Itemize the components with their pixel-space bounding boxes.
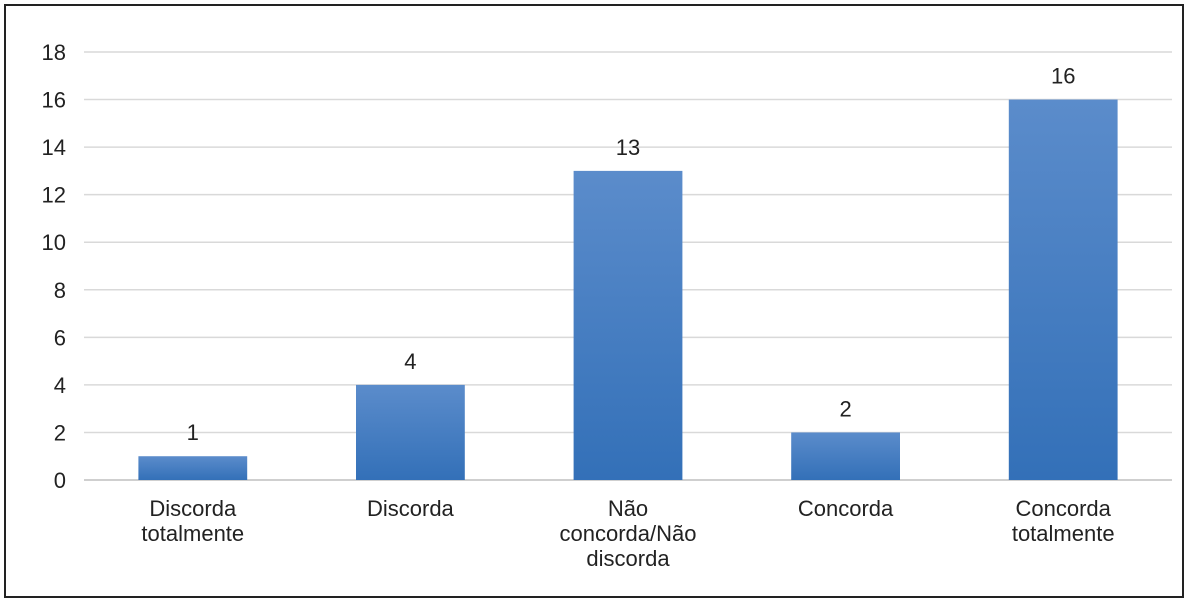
bar xyxy=(1008,99,1118,481)
bars xyxy=(138,99,1118,481)
y-tick-label: 10 xyxy=(42,230,66,255)
x-category-label: Discorda xyxy=(367,496,455,521)
bar xyxy=(573,170,683,480)
y-tick-label: 18 xyxy=(42,40,66,65)
x-category-label: Discorda totalmente xyxy=(141,496,244,546)
y-tick-label: 12 xyxy=(42,183,66,208)
y-tick-label: 6 xyxy=(54,325,66,350)
y-tick-label: 14 xyxy=(42,135,66,160)
data-label: 2 xyxy=(839,396,851,421)
data-label: 4 xyxy=(404,349,416,374)
bar xyxy=(791,432,900,480)
data-label: 13 xyxy=(616,135,640,160)
x-category-label: Concorda xyxy=(798,496,894,521)
y-axis-tick-labels: 0 2 4 6 8 10 12 14 16 18 xyxy=(42,40,66,493)
y-tick-label: 8 xyxy=(54,278,66,303)
bar xyxy=(356,384,465,480)
y-tick-label: 4 xyxy=(54,373,66,398)
x-category-label: Não concorda/Não discorda xyxy=(560,496,697,571)
y-tick-label: 2 xyxy=(54,420,66,445)
data-label: 1 xyxy=(187,420,199,445)
bar xyxy=(138,456,248,480)
chart-frame: 0 2 4 6 8 10 12 14 16 18 1 4 13 2 16 Discorda totalmen… xyxy=(4,4,1184,598)
x-category-label: Concorda totalmente xyxy=(1012,496,1115,546)
data-labels: 1 4 13 2 16 xyxy=(187,64,1076,446)
y-tick-label: 0 xyxy=(54,468,66,493)
x-axis-category-labels: Discorda totalmente Discorda Não concorda/Nã… xyxy=(141,496,1114,571)
data-label: 16 xyxy=(1051,64,1075,89)
y-tick-label: 16 xyxy=(42,88,66,113)
